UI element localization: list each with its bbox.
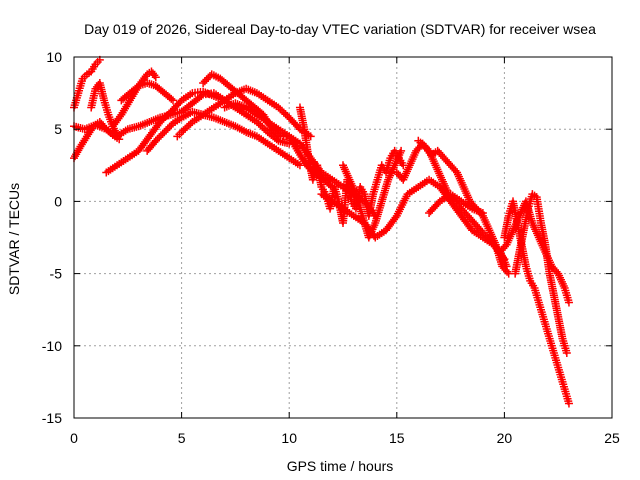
data-point-interp [202,75,211,84]
data-point [564,298,573,307]
y-tick-label: 5 [54,121,62,137]
axis-tick-labels: 0 5 10 15 20 25 -15 -10 -5 0 5 10 [42,49,620,446]
data-point-interp [204,73,213,82]
y-tick-label: -5 [50,266,63,282]
y-axis-label: SDTVAR / TECUs [6,183,22,295]
y-tick-label: 0 [54,193,62,209]
data-point [160,128,169,137]
series-track-c [70,117,124,163]
series-track-l [295,103,408,228]
data-point [564,399,573,408]
data-point [168,96,177,105]
data-points [70,55,573,408]
data-point-interp [163,124,172,133]
series-track-r [500,197,573,408]
series-track-t [511,190,571,358]
data-point [113,130,122,139]
x-tick-label: 20 [497,430,513,446]
series-track-e [102,87,261,177]
series-track-q [425,190,487,217]
data-point-interp [153,135,162,144]
data-point-interp [167,94,176,103]
x-tick-label: 10 [281,430,297,446]
axis-ticks [73,56,613,419]
data-point [397,146,406,155]
series-track-d [87,78,122,139]
series-track-a [70,55,104,112]
data-point-interp [100,123,109,132]
x-tick-label: 15 [389,430,405,446]
data-point-interp [156,131,165,140]
data-point-interp [503,267,512,276]
x-tick-label: 5 [178,430,186,446]
y-tick-label: 10 [46,49,62,65]
series-track-j [199,70,337,191]
x-tick-label: 0 [70,430,78,446]
data-point [562,349,571,358]
series-track-i [173,84,315,141]
data-point [478,208,487,217]
data-point-interp [200,77,209,86]
data-point-interp [155,133,164,142]
data-point [115,135,124,144]
data-point [151,136,160,145]
series-track-n [339,146,406,242]
y-tick-label: -15 [42,410,62,426]
data-point-interp [165,122,174,131]
y-tick-label: -10 [42,338,62,354]
data-point-interp [162,126,171,135]
x-tick-label: 25 [604,430,620,446]
plot-frame [73,56,613,419]
series-track-h [117,78,177,105]
series-track-g [143,107,304,170]
data-point-interp [158,129,167,138]
data-point-interp [326,181,335,190]
chart-title: Day 019 of 2026, Sidereal Day-to-day VTE… [84,21,596,37]
data-point-interp [197,91,206,100]
data-point [199,78,208,87]
x-axis-label: GPS time / hours [287,458,394,474]
data-point [151,73,160,82]
